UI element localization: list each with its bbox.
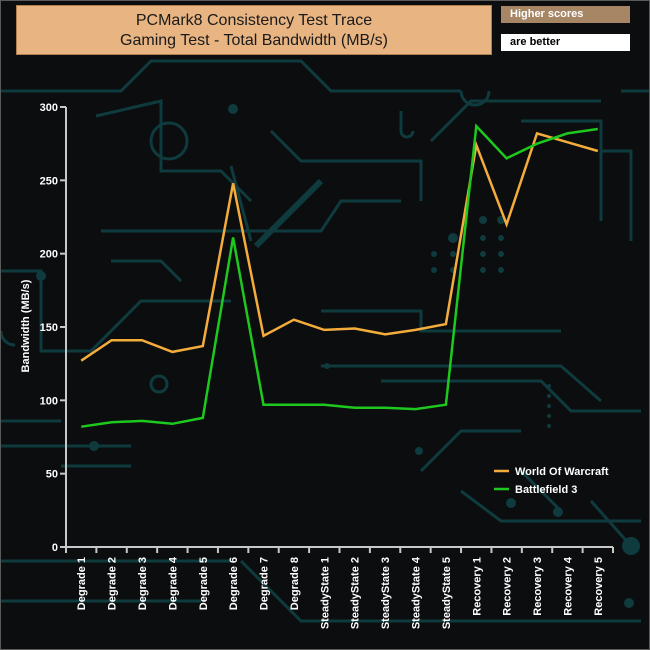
x-tick-label: SteadyState 2 [350,557,362,629]
legend-label: Battlefield 3 [515,484,577,496]
x-tick-label: Recovery 5 [593,557,605,616]
x-tick-label: Degrade 5 [198,557,210,610]
series-line-battlefield-3 [81,123,598,428]
x-tick-label: SteadyState 1 [319,557,331,629]
are-better-badge: are better [501,34,630,51]
y-axis-title-group: Bandwidth (MB/s) [20,279,32,372]
y-tick-label: 200 [40,249,58,261]
y-tick-label: 150 [40,322,58,334]
x-tick-label: Degrade 6 [228,557,240,610]
x-tick-label: Degrade 1 [76,557,88,610]
x-tick-label: Degrade 7 [259,557,271,610]
axes [65,107,613,548]
legend-label: World Of Warcraft [515,466,609,478]
x-tick-label: Degrade 3 [137,557,149,610]
x-tick-label: Degrade 8 [289,557,301,610]
higher-scores-badge: Higher scores [501,6,630,23]
y-tick-label: 0 [52,542,58,554]
y-axis-title: Bandwidth (MB/s) [20,279,32,372]
x-axis-ticks: Degrade 1 Degrade 2 Degrade 3 Degrade 4 Degr… [65,547,614,629]
series-line-world-of-warcraft [80,131,599,362]
y-tick-label: 250 [40,175,58,187]
y-tick-label: 50 [46,469,58,481]
x-tick-label: SteadyState 4 [410,556,422,629]
chart-title-line-2: Gaming Test - Total Bandwidth (MB/s) [120,32,388,49]
x-tick-label: Degrade 4 [167,556,179,610]
x-tick-label: Recovery 2 [502,557,514,616]
x-tick-label: Degrade 2 [107,557,119,610]
chart-title-line-1: PCMark8 Consistency Test Trace [135,12,373,29]
x-tick-label: SteadyState 3 [380,557,392,629]
y-tick-label: 300 [40,102,58,114]
x-tick-label: Recovery 3 [532,557,544,616]
legend: World Of Warcraft Battlefield 3 [494,466,609,496]
x-tick-label: Recovery 1 [471,557,483,616]
x-tick-label: Recovery 4 [562,556,574,616]
x-tick-label: SteadyState 5 [441,557,453,629]
y-tick-label: 100 [40,395,58,407]
y-axis-ticks: 0 50 100 150 200 250 300 [40,102,66,554]
chart-title: PCMark8 Consistency Test Trace Gaming Te… [16,5,492,55]
series-lines [80,123,599,428]
